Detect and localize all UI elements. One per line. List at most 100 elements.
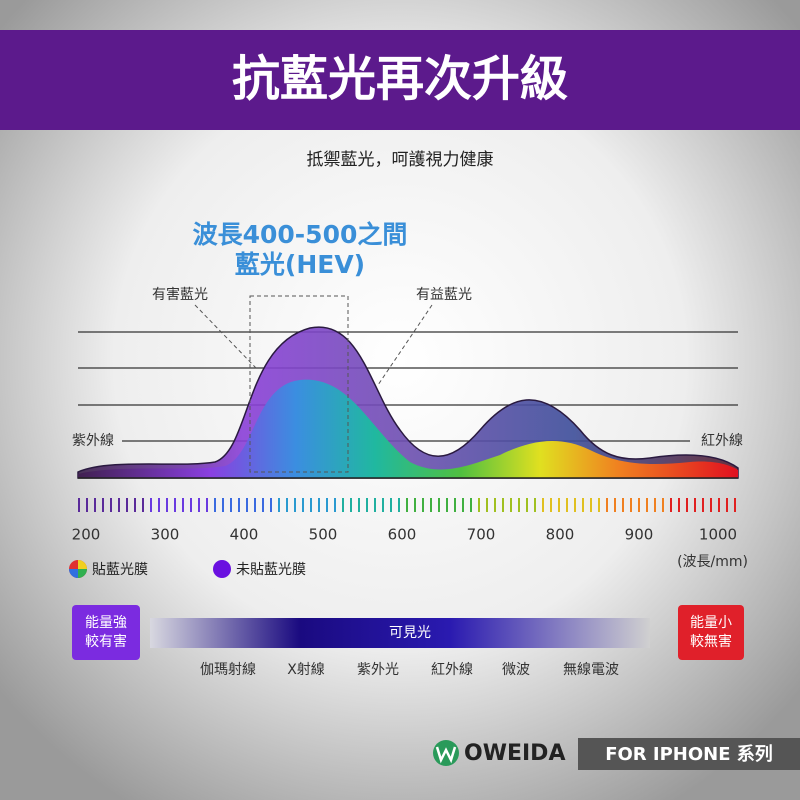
tick-bar — [558, 498, 560, 512]
tick-bar — [110, 498, 112, 512]
energy-label: 較無害 — [690, 634, 732, 650]
tick-bar — [246, 498, 248, 512]
legend-icon — [69, 560, 87, 578]
axis-label: 200 — [72, 526, 101, 544]
tick-bar — [310, 498, 312, 512]
curve-with-film — [78, 379, 738, 478]
tick-bar — [710, 498, 712, 512]
tick-bar — [582, 498, 584, 512]
tick-bar — [590, 498, 592, 512]
tick-bar — [334, 498, 336, 512]
spectrum-label: 無線電波 — [563, 662, 619, 678]
energy-box — [678, 605, 744, 660]
tick-bar — [78, 498, 80, 512]
energy-box — [72, 605, 140, 660]
tick-bar — [654, 498, 656, 512]
annotation: 有益藍光 — [416, 287, 472, 303]
tick-bar — [574, 498, 576, 512]
tick-bar — [158, 498, 160, 512]
axis-labels: 200 300 400 500 600 700 800 900 1000 — [72, 526, 737, 544]
tick-bar — [142, 498, 144, 512]
tick-bar — [358, 498, 360, 512]
axis-label: 500 — [309, 526, 338, 544]
brand: OWEIDA — [464, 741, 565, 766]
tick-bar — [702, 498, 704, 512]
tick-bar — [694, 498, 696, 512]
spectrum-label: 微波 — [502, 662, 530, 678]
tick-bar — [526, 498, 528, 512]
axis-label: 1000 — [699, 526, 737, 544]
axis-label: 700 — [467, 526, 496, 544]
logo — [433, 740, 459, 766]
tick-bar — [374, 498, 376, 512]
tick-bar — [622, 498, 624, 512]
tick-bar — [678, 498, 680, 512]
tick-bar — [662, 498, 664, 512]
tick-bar — [686, 498, 688, 512]
tick-bar — [254, 498, 256, 512]
energy-label: 較有害 — [85, 634, 127, 650]
tick-bar — [318, 498, 320, 512]
spectrum-label: X射線 — [287, 662, 325, 678]
subtitle: 抵禦藍光，呵護視力健康 — [307, 150, 494, 170]
tick-bar — [462, 498, 464, 512]
highlight-box — [249, 295, 349, 473]
tick-bar — [166, 498, 168, 512]
tick-bar — [382, 498, 384, 512]
legend-icon — [213, 560, 231, 578]
tick-bar — [446, 498, 448, 512]
tick-bar — [614, 498, 616, 512]
tick-bar — [102, 498, 104, 512]
tick-bar — [278, 498, 280, 512]
tick-bar — [486, 498, 488, 512]
axis-label: 800 — [546, 526, 575, 544]
tick-bar — [134, 498, 136, 512]
header-band — [0, 30, 800, 130]
tick-bar — [286, 498, 288, 512]
tick-bar — [238, 498, 240, 512]
spectrum-center: 可見光 — [389, 625, 431, 641]
tick-bar — [510, 498, 512, 512]
tick-bar — [566, 498, 568, 512]
tick-bar — [646, 498, 648, 512]
tick-bar — [422, 498, 424, 512]
tick-bar — [182, 498, 184, 512]
tick-bar — [542, 498, 544, 512]
tick-bar — [126, 498, 128, 512]
tick-bar — [86, 498, 88, 512]
tick-bar — [390, 498, 392, 512]
leader-line — [194, 304, 257, 369]
tick-bar — [638, 498, 640, 512]
axis-label: 300 — [151, 526, 180, 544]
tick-bar — [550, 498, 552, 512]
annotation: 紫外線 — [72, 433, 114, 449]
tick-bar — [94, 498, 96, 512]
tick-bar — [470, 498, 472, 512]
tick-bar — [630, 498, 632, 512]
tick-bar — [534, 498, 536, 512]
tick-bar — [518, 498, 520, 512]
highlight-line: 藍光(HEV) — [235, 250, 365, 279]
tick-bar — [326, 498, 328, 512]
highlight-line: 波長400-500之間 — [193, 220, 408, 249]
tick-bar — [406, 498, 408, 512]
axis-label: 900 — [625, 526, 654, 544]
energy-label: 能量小 — [690, 615, 732, 631]
tick-bar — [438, 498, 440, 512]
tick-bar — [262, 498, 264, 512]
tick-bar — [230, 498, 232, 512]
spectrum-label: 伽瑪射線 — [200, 662, 256, 678]
energy-label: 能量強 — [85, 615, 127, 631]
legend-label: 貼藍光膜 — [92, 562, 148, 578]
tick-bar — [174, 498, 176, 512]
tick-bar — [150, 498, 152, 512]
series-band — [578, 738, 800, 770]
axis-unit: (波長/mm) — [677, 554, 748, 570]
tick-bar — [302, 498, 304, 512]
tick-bar — [734, 498, 736, 512]
tick-bar — [670, 498, 672, 512]
tick-bar — [454, 498, 456, 512]
tick-bar — [270, 498, 272, 512]
tick-bar — [430, 498, 432, 512]
